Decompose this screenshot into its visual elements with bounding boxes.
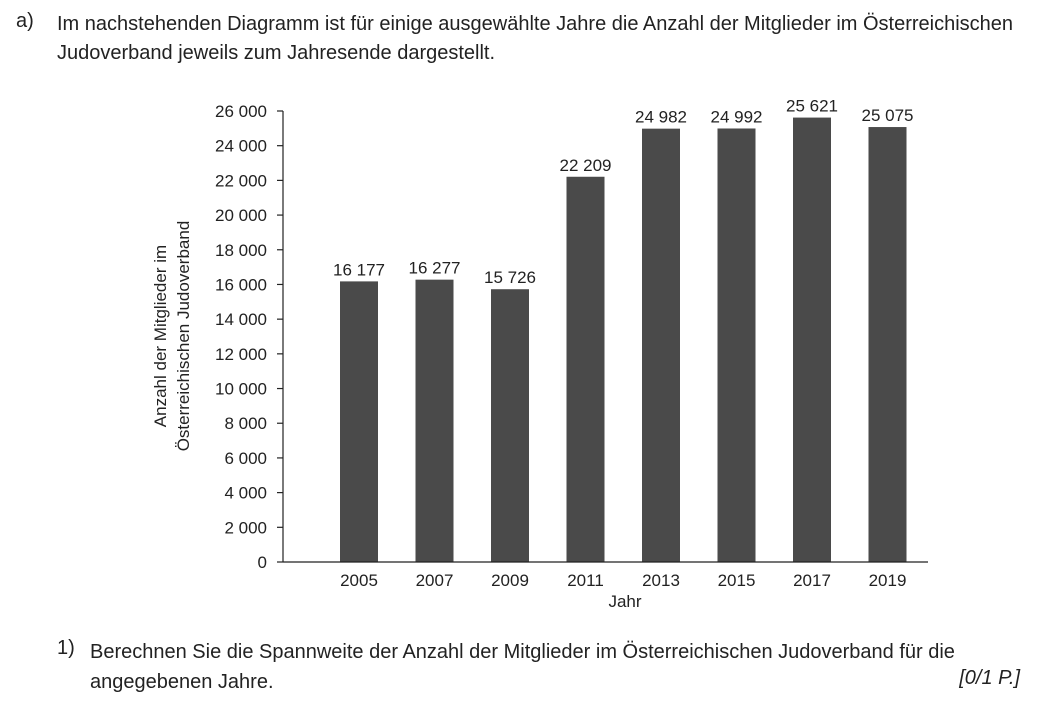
y-tick-label: 22 000 (215, 171, 267, 190)
x-axis-title: Jahr (608, 592, 641, 611)
data-label: 24 992 (711, 107, 763, 126)
data-label: 22 209 (560, 156, 612, 175)
x-tick-label: 2017 (793, 571, 831, 590)
y-tick-label: 16 000 (215, 275, 267, 294)
question-label: 1) (57, 637, 75, 659)
y-tick-label: 10 000 (215, 380, 267, 399)
y-axis-ticks: 0 2 000 4 000 6 000 8 000 10 000 12 000 14 000 1… (215, 102, 283, 572)
y-tick-label: 24 000 (215, 137, 267, 156)
data-label: 16 277 (409, 259, 461, 278)
y-tick-label: 6 000 (224, 449, 267, 468)
x-tick-label: 2019 (869, 571, 907, 590)
y-axis-title-line: Österreichischen Judoverband (174, 221, 193, 452)
bar-2019 (868, 127, 907, 562)
task-intro-text: Im nachstehenden Diagramm ist für einige… (57, 13, 1014, 64)
bar-2005 (340, 281, 378, 562)
x-tick-label: 2005 (340, 571, 378, 590)
data-label: 24 982 (635, 108, 687, 127)
bar-2007 (415, 279, 454, 562)
points-label: [0/1 P.] (959, 667, 1020, 689)
bar-2017 (793, 117, 831, 563)
question-text: Berechnen Sie die Spannweite der Anzahl … (90, 641, 955, 693)
bar-2011 (566, 176, 605, 562)
data-label: 16 177 (333, 260, 385, 279)
bar-2013 (642, 128, 680, 562)
bar-2015 (717, 128, 756, 562)
y-tick-label: 20 000 (215, 206, 267, 225)
y-axis-title-line: Anzahl der Mitglieder im (151, 245, 170, 427)
x-tick-label: 2011 (567, 571, 604, 590)
bar-2009 (491, 289, 529, 562)
y-tick-label: 18 000 (215, 241, 267, 260)
x-tick-label: 2013 (642, 571, 680, 590)
data-labels: 16 177 16 277 15 726 22 209 24 982 24 992 25 6… (333, 97, 914, 288)
x-tick-label: 2015 (718, 571, 756, 590)
y-tick-label: 8 000 (224, 414, 267, 433)
y-tick-label: 12 000 (215, 345, 267, 364)
data-label: 15 726 (484, 268, 536, 287)
bars (340, 117, 907, 563)
y-tick-label: 2 000 (224, 518, 267, 537)
y-tick-label: 14 000 (215, 310, 267, 329)
task-label: a) (16, 10, 34, 32)
x-tick-label: 2009 (491, 571, 529, 590)
x-axis-ticks: 2005 2007 2009 2011 2013 2015 2017 2019 (340, 571, 906, 590)
y-axis-title: Anzahl der Mitglieder im Österreichischen… (151, 221, 193, 452)
y-tick-label: 26 000 (215, 102, 267, 121)
y-tick-label: 4 000 (224, 484, 267, 503)
y-tick-label: 0 (258, 553, 267, 572)
data-label: 25 621 (786, 97, 838, 116)
data-label: 25 075 (862, 106, 914, 125)
x-tick-label: 2007 (416, 571, 454, 590)
